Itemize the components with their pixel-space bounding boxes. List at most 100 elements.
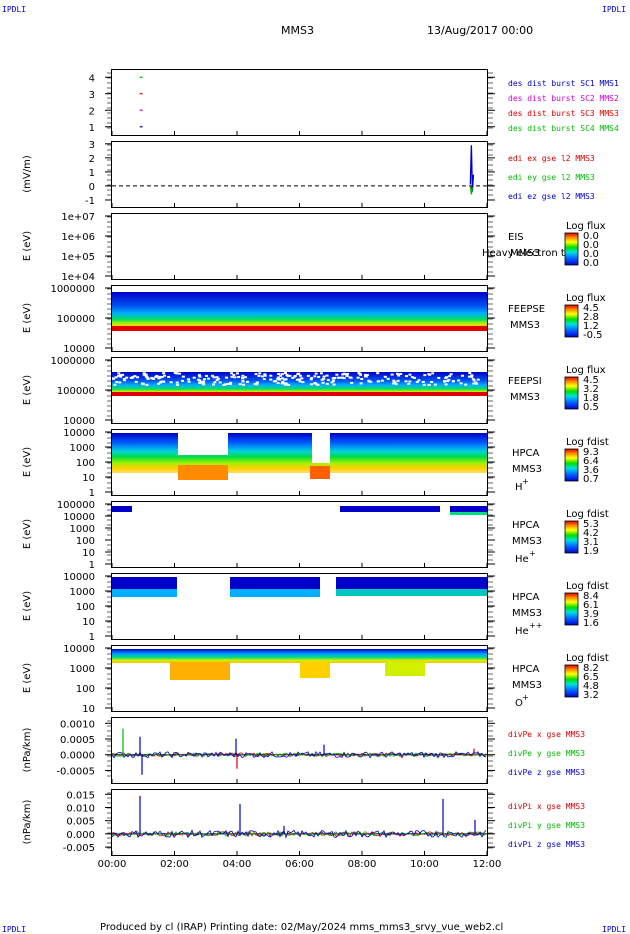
feepsi-gap-speck — [390, 373, 394, 376]
feepsi-gap-speck — [300, 377, 304, 380]
feepsi-gap-speck — [178, 372, 182, 375]
feepsi-gap-speck — [342, 377, 346, 380]
feepsi-gap-speck — [446, 380, 450, 383]
feepsi-gap-speck — [397, 374, 401, 377]
xtick-label: 08:00 — [348, 859, 377, 870]
feepsi-gap-speck — [407, 382, 411, 385]
sc-label: MMS3 — [512, 536, 542, 547]
feepsi-gap-speck — [204, 374, 208, 377]
feepsi-gap-speck — [284, 382, 288, 385]
feepsi-gap-speck — [242, 383, 246, 386]
feepse-field — [112, 292, 487, 331]
colorbar-tick: 3.9 — [583, 609, 599, 620]
legend-entry: divPe z gse MMS3 — [508, 768, 585, 777]
ytick-label: 1000 — [70, 443, 95, 454]
feepsi-gap-speck — [157, 382, 161, 385]
feepsi-gap-speck — [202, 380, 206, 383]
feepsi-gap-speck — [391, 382, 395, 385]
species-charge: + — [529, 549, 536, 558]
colorbar — [564, 232, 579, 266]
feepsi-gap-speck — [145, 376, 149, 379]
feepsi-gap-speck — [155, 374, 159, 377]
feepsi-gap-speck — [163, 374, 167, 377]
panel-eis-frame — [111, 213, 488, 280]
colorbar-tick: 4.5 — [583, 375, 599, 386]
colorbar — [564, 664, 579, 698]
species-charge: ++ — [529, 621, 542, 630]
hpca-h-gap-1 — [178, 433, 228, 455]
feepsi-gap-speck — [451, 380, 455, 383]
feepsi-gap-speck — [470, 374, 474, 377]
feepsi-gap-speck — [145, 383, 149, 386]
feepsi-gap-speck — [475, 382, 479, 385]
feepsi-gap-speck — [112, 377, 116, 380]
feepsi-gap-speck — [332, 383, 336, 386]
legend-entry: edi ex gse l2 MMS3 — [508, 154, 595, 163]
feepsi-gap-speck — [276, 377, 280, 380]
ytick-label: 100000 — [57, 386, 95, 397]
colorbar-tick: 0.0 — [583, 249, 599, 260]
feepsi-gap-speck — [325, 374, 329, 377]
feepsi-gap-speck — [346, 373, 350, 376]
feepsi-gap-speck — [192, 376, 196, 379]
feepsi-gap-speck — [213, 381, 217, 384]
colorbar — [564, 376, 579, 410]
noise-trace — [111, 752, 487, 758]
panel-divpe-frame — [111, 717, 488, 784]
feepsi-gap-speck — [211, 374, 215, 377]
colorbar-tick: 1.2 — [583, 321, 599, 332]
feepsi-gap-speck — [215, 376, 219, 379]
feepsi-gap-speck — [113, 383, 117, 386]
colorbar-tick: 1.6 — [583, 618, 599, 629]
feepsi-gap-speck — [198, 381, 202, 384]
feepsi-speckle — [112, 372, 480, 386]
colorbar-title: Log fdist — [566, 581, 609, 592]
xtick-label: 00:00 — [98, 859, 127, 870]
ytick-label: 100 — [76, 684, 95, 695]
ylabel: E (eV) — [22, 447, 33, 477]
ytick-label: 2 — [89, 106, 95, 117]
feepsi-gap-speck — [255, 381, 259, 384]
feepsi-gap-speck — [433, 383, 437, 386]
species-charge: + — [522, 693, 529, 702]
feepsi-gap-speck — [459, 382, 463, 385]
feepsi-gap-speck — [443, 379, 447, 382]
legend-entry: edi ez gse l2 MMS3 — [508, 192, 595, 201]
ytick-label: 1000000 — [50, 356, 95, 367]
feepsi-gap-speck — [404, 380, 408, 383]
feepsi-gap-speck — [422, 383, 426, 386]
feepsi-gap-speck — [313, 375, 317, 378]
hpca-h-field — [112, 433, 487, 473]
feepsi-gap-speck — [314, 382, 318, 385]
feepsi-gap-speck — [197, 374, 201, 377]
ylabel: E (eV) — [22, 591, 33, 621]
instrument-label: HPCA — [512, 664, 540, 675]
xtick-label: 10:00 — [410, 859, 439, 870]
colorbar-tick: 5.3 — [583, 519, 599, 530]
ylabel: E (eV) — [22, 231, 33, 261]
feepsi-gap-speck — [336, 376, 340, 379]
feepsi-gap-speck — [245, 380, 249, 383]
feepsi-gap-speck — [322, 375, 326, 378]
feepsi-gap-speck — [230, 375, 234, 378]
colorbar-tick: 0.0 — [583, 258, 599, 269]
feepsi-gap-speck — [316, 383, 320, 386]
feepsi-gap-speck — [467, 375, 471, 378]
legend-entry: divPi z gse MMS3 — [508, 840, 585, 849]
feepsi-gap-speck — [174, 372, 178, 375]
legend-entry: divPe x gse MMS3 — [508, 730, 585, 739]
ytick-label: 10000 — [63, 512, 95, 523]
feepsi-gap-speck — [474, 381, 478, 384]
colorbar-tick: 3.2 — [583, 690, 599, 701]
feepsi-gap-speck — [296, 373, 300, 376]
feepsi-gap-speck — [283, 382, 287, 385]
feepse-spectrogram — [112, 286, 487, 331]
species-label: H — [515, 482, 523, 493]
feepsi-gap-speck — [404, 375, 408, 378]
feepsi-gap-speck — [207, 377, 211, 380]
legend-entry: des dist burst SC2 MMS2 — [508, 94, 619, 103]
feepsi-gap-speck — [263, 374, 267, 377]
corner-tag-top-right: IPDLI — [602, 5, 626, 14]
feepsi-gap-speck — [317, 375, 321, 378]
colorbar — [564, 520, 579, 554]
